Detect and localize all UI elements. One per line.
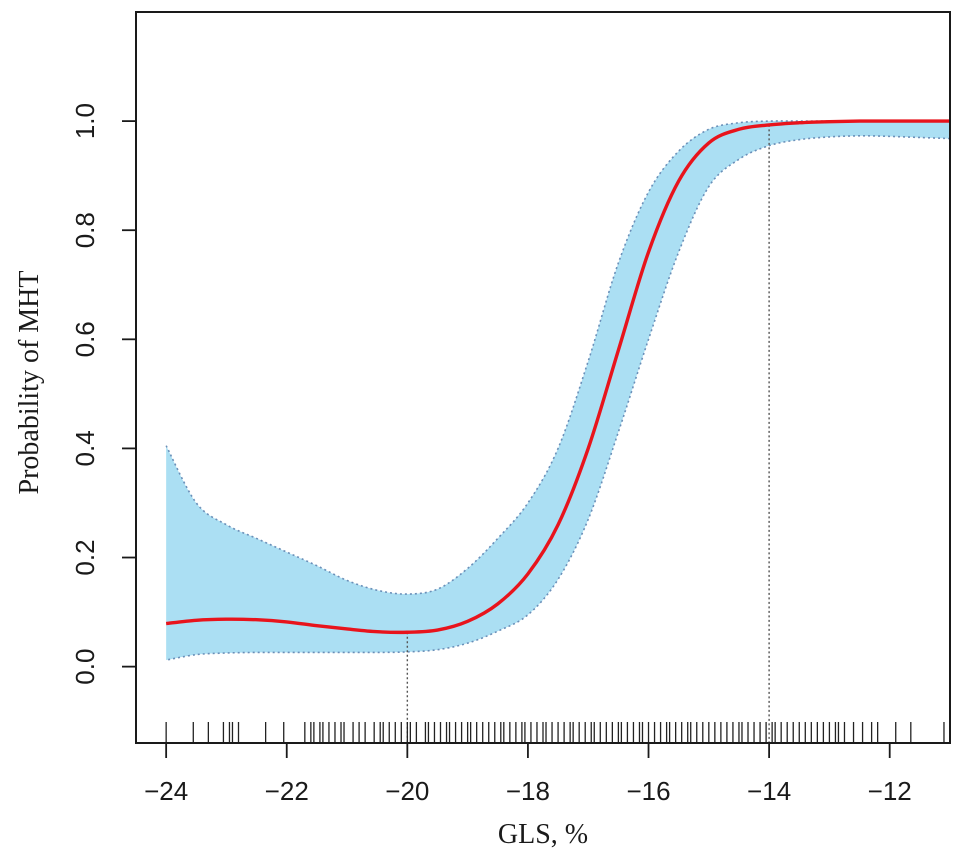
y-tick-label: 0.0: [70, 649, 100, 685]
x-tick-label: −20: [385, 776, 429, 806]
x-tick-label: −18: [506, 776, 550, 806]
y-axis-title: Probability of MHT: [14, 271, 45, 495]
y-tick-label: 1.0: [70, 103, 100, 139]
x-tick-label: −16: [626, 776, 670, 806]
x-tick-label: −24: [144, 776, 188, 806]
x-tick-label: −22: [265, 776, 309, 806]
confidence-band-area: [166, 120, 950, 661]
plot-frame: [135, 11, 951, 744]
x-tick-label: −14: [747, 776, 791, 806]
y-tick-label: 0.8: [70, 212, 100, 248]
x-tick-label: −12: [868, 776, 912, 806]
reference-lines-layer: [406, 124, 770, 743]
fitted-curve-layer: [165, 119, 951, 635]
y-tick-label: 0.4: [70, 430, 100, 466]
fitted-probability-curve: [165, 119, 951, 635]
x-axis: −24 −22 −20 −18 −16 −14 −12: [144, 743, 912, 806]
y-tick-label: 0.6: [70, 321, 100, 357]
rug-layer: [165, 722, 945, 743]
y-tick-label: 0.2: [70, 539, 100, 575]
y-axis: 0.0 0.2 0.4 0.6 0.8 1.0: [70, 103, 136, 685]
x-axis-title: GLS, %: [498, 819, 588, 850]
